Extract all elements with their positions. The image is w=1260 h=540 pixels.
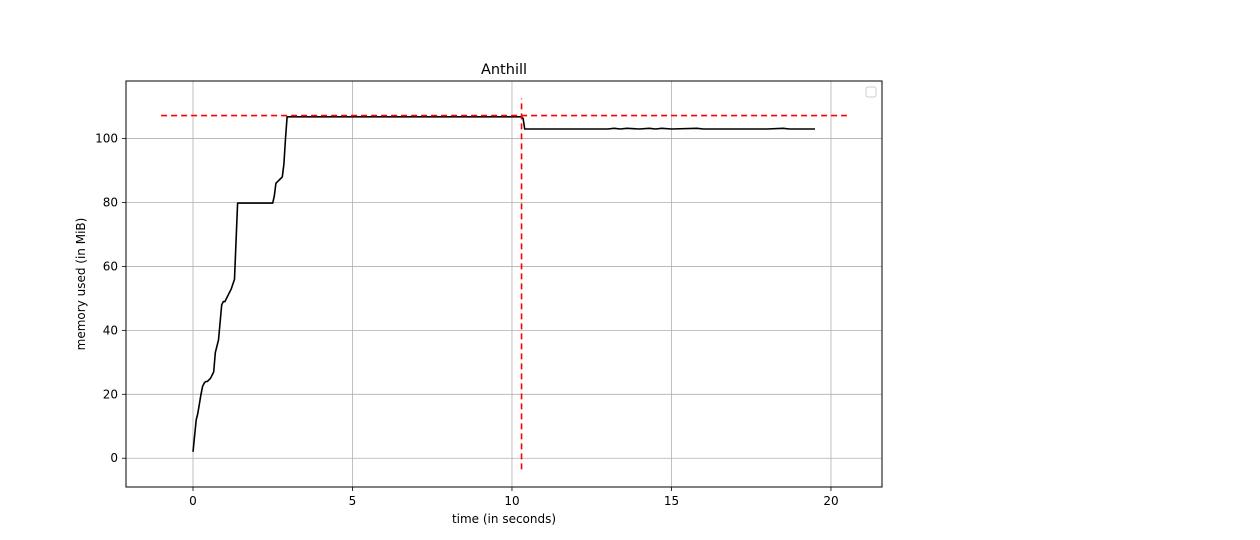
chart-title: Anthill [481, 62, 527, 78]
x-tick-label: 20 [823, 494, 838, 508]
data-layer [192, 116, 815, 452]
x-tick-label: 0 [189, 494, 197, 508]
x-tick-label: 10 [504, 494, 519, 508]
legend-box [865, 86, 877, 98]
y-axis-ticks: 0 20 40 60 80 100 [95, 132, 126, 465]
y-tick-label: 60 [103, 259, 118, 273]
x-axis-label: time (in seconds) [452, 512, 556, 526]
y-tick-label: 0 [110, 451, 118, 465]
y-tick-label: 100 [95, 132, 118, 146]
y-tick-label: 40 [103, 323, 118, 337]
memory-series-line [192, 116, 815, 452]
reference-lines [161, 98, 847, 470]
grid-layer [126, 81, 882, 487]
y-tick-label: 80 [103, 195, 118, 209]
x-tick-label: 5 [349, 494, 357, 508]
x-axis-ticks: 0 5 10 15 20 [189, 487, 839, 508]
plot-frame [125, 80, 883, 488]
y-axis-label: memory used (in MiB) [74, 218, 88, 351]
x-tick-label: 15 [664, 494, 679, 508]
y-tick-label: 20 [103, 387, 118, 401]
